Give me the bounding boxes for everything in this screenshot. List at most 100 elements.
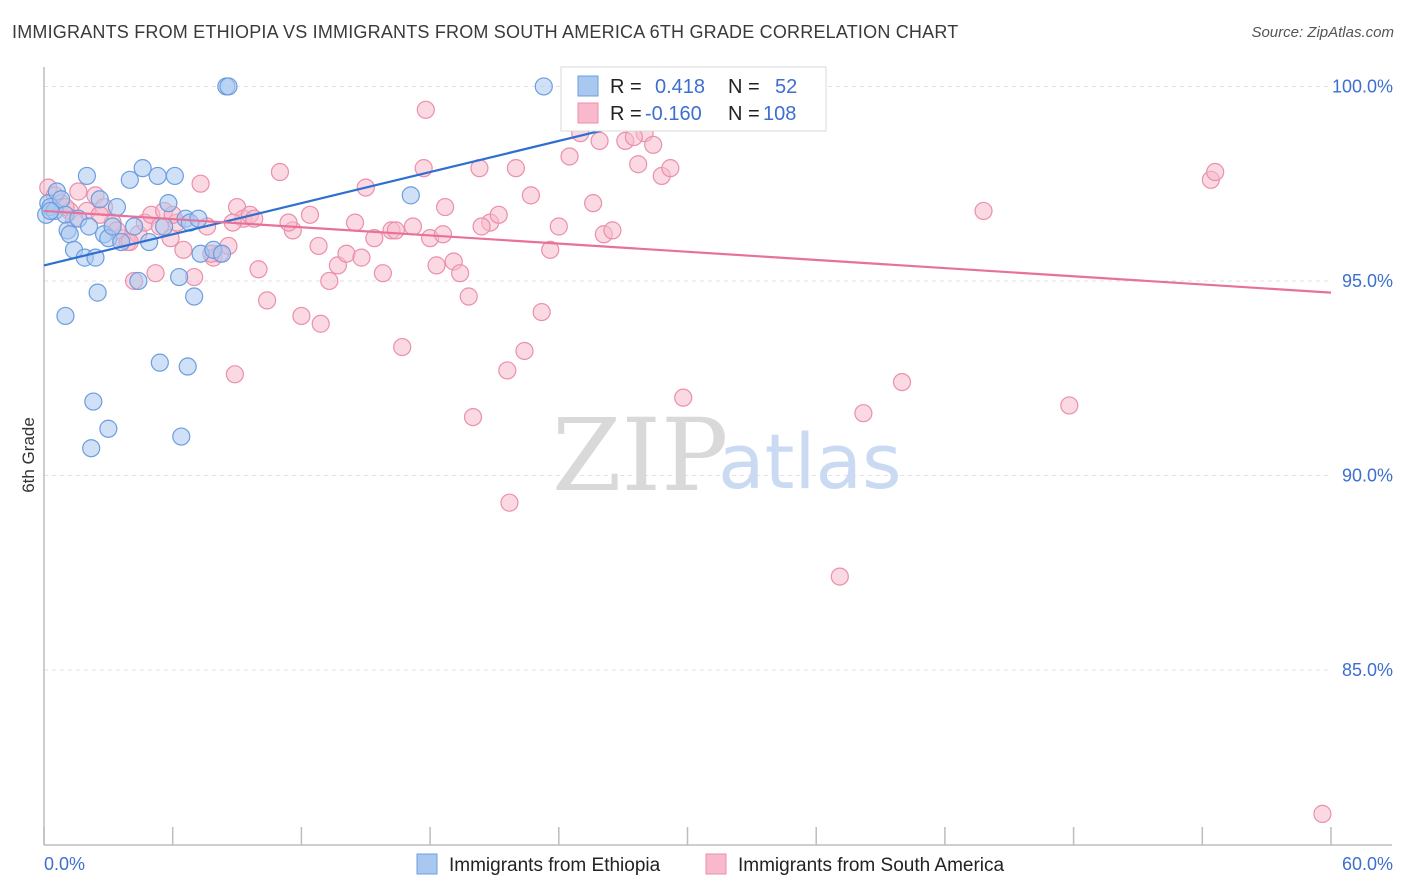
south-america-point <box>590 131 609 151</box>
south-america-point <box>1313 804 1332 823</box>
south-america-point <box>500 493 519 512</box>
south-america-point <box>498 361 517 380</box>
ethiopia-point <box>150 353 169 372</box>
ethiopia-point <box>60 225 79 244</box>
stats-n-value-2: 108 <box>763 103 796 125</box>
south-america-point <box>974 201 993 221</box>
ethiopia-point <box>159 194 178 213</box>
south-america-point <box>521 186 541 205</box>
south-america-point <box>373 264 393 283</box>
ethiopia-point <box>148 166 167 186</box>
y-tick-label: 95.0% <box>1342 271 1393 291</box>
south-america-point <box>279 213 298 232</box>
south-america-point <box>451 264 470 283</box>
ethiopia-point <box>90 190 109 209</box>
south-america-point <box>300 205 320 224</box>
ethiopia-point <box>155 217 174 236</box>
y-tick-label: 90.0% <box>1342 465 1393 485</box>
y-tick-label: 85.0% <box>1342 660 1393 680</box>
y-tick-labels: 85.0% 90.0% 95.0% 100.0% <box>1332 76 1393 680</box>
south-america-point <box>436 197 455 217</box>
legend-swatch-south-america <box>705 853 727 875</box>
south-america-point <box>292 306 311 326</box>
south-america-trend-line <box>43 209 1332 294</box>
ethiopia-point <box>165 166 184 186</box>
south-america-point <box>309 236 328 256</box>
south-america-point <box>69 182 88 201</box>
south-america-point <box>1060 396 1079 415</box>
south-america-point <box>892 372 912 392</box>
south-america-point <box>830 567 849 586</box>
south-america-point <box>644 135 663 154</box>
south-america-point <box>433 225 453 244</box>
ethiopia-point <box>82 439 101 458</box>
legend-swatch-ethiopia <box>416 853 438 875</box>
south-america-point <box>365 229 384 248</box>
stats-r-value-1: 0.418 <box>655 76 705 98</box>
stats-r-label-1: R = <box>610 76 642 98</box>
ethiopia-point <box>172 427 191 446</box>
south-america-point <box>191 174 210 193</box>
ethiopia-point <box>212 244 232 263</box>
source-credit: Source: ZipAtlas.com <box>1251 24 1394 41</box>
south-america-point <box>345 213 365 232</box>
ethiopia-point <box>79 217 99 236</box>
ethiopia-point <box>77 166 97 186</box>
watermark-zip: ZIP <box>552 397 728 514</box>
south-america-point <box>270 162 290 182</box>
ethiopia-point <box>103 217 122 236</box>
south-america-point <box>549 217 568 236</box>
south-america-point <box>560 147 579 166</box>
stats-swatch-ethiopia <box>577 75 599 97</box>
x-tick-labels: 0.0% 60.0% <box>44 854 1393 874</box>
stats-n-label-2: N = <box>728 103 760 125</box>
legend-label-south-america: Immigrants from South America <box>738 855 1005 876</box>
south-america-point <box>257 291 277 310</box>
south-america-point <box>427 256 446 275</box>
south-america-point <box>249 260 268 279</box>
stats-n-value-1: 52 <box>775 76 797 98</box>
south-america-point <box>674 388 693 407</box>
south-america-point <box>225 365 245 384</box>
chart-title: IMMIGRANTS FROM ETHIOPIA VS IMMIGRANTS F… <box>12 22 959 42</box>
south-america-point <box>515 341 534 361</box>
south-america-point <box>311 314 330 333</box>
ethiopia-point <box>401 186 420 205</box>
south-america-point <box>584 194 603 213</box>
south-america-point <box>661 159 680 178</box>
south-america-point <box>463 408 483 427</box>
series-legend: Immigrants from Ethiopia Immigrants from… <box>416 853 1005 876</box>
south-america-point <box>854 404 873 423</box>
ethiopia-point <box>185 287 204 306</box>
stats-swatch-south-america <box>577 102 599 124</box>
south-america-point <box>1206 162 1225 182</box>
south-america-point <box>174 240 193 259</box>
south-america-point <box>146 264 165 283</box>
south-america-point <box>541 240 560 259</box>
x-tick-label-min: 0.0% <box>44 854 85 874</box>
south-america-point <box>489 205 508 224</box>
data-points <box>37 77 1332 823</box>
south-america-point <box>416 100 435 119</box>
south-america-point <box>472 217 491 236</box>
south-america-point <box>403 217 423 236</box>
south-america-point <box>320 271 339 291</box>
ethiopia-point <box>88 283 107 302</box>
stats-legend: R = 0.418 N = 52 R = -0.160 N = 108 <box>560 66 827 132</box>
south-america-point <box>386 221 405 240</box>
ethiopia-point <box>120 170 139 189</box>
ethiopia-point <box>534 77 553 96</box>
ethiopia-point <box>178 357 197 376</box>
ethiopia-point <box>189 209 208 228</box>
ethiopia-point <box>133 159 152 178</box>
south-america-point <box>532 302 551 322</box>
south-america-point <box>337 244 356 263</box>
ethiopia-point <box>107 197 127 217</box>
ethiopia-point <box>129 271 148 291</box>
x-tick-label-max: 60.0% <box>1342 854 1393 874</box>
y-tick-label: 100.0% <box>1332 76 1393 96</box>
zipatlas-watermark: ZIP atlas <box>552 397 902 514</box>
ethiopia-point <box>124 217 144 236</box>
stats-r-label-2: R = <box>610 103 642 125</box>
